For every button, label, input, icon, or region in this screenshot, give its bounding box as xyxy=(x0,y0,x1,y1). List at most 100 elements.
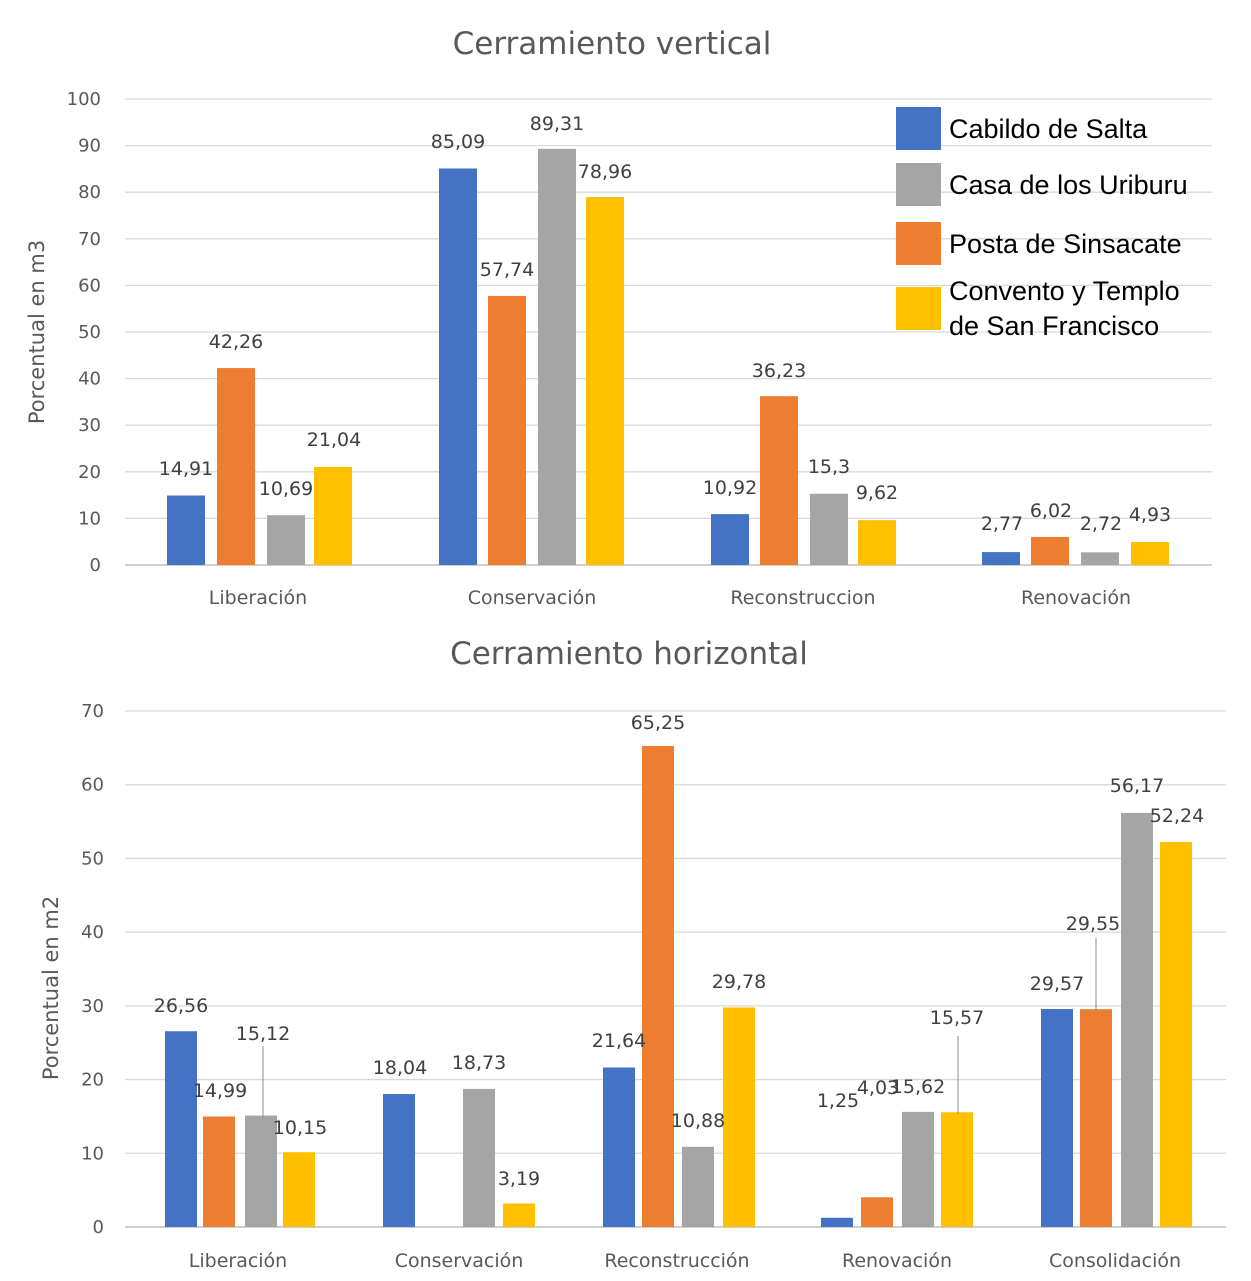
chart2-ytick-label-0: 0 xyxy=(93,1217,104,1238)
chart1-ytick-label-30: 30 xyxy=(78,415,101,436)
chart2-ytick-label-30: 30 xyxy=(81,996,104,1017)
chart2-data-label-convento-y-templo-de-san-francisco-liberacion: 10,15 xyxy=(273,1117,327,1139)
chart1-data-label-posta-de-sinsacate-liberacion: 42,26 xyxy=(209,331,263,353)
chart1-bar-posta-de-sinsacate-conservacion xyxy=(488,295,526,565)
chart1-ytick-label-40: 40 xyxy=(78,369,101,390)
chart2-bar-casa-de-los-uriburu-liberacion xyxy=(245,1115,277,1227)
legend-swatch-posta-de-sinsacate xyxy=(896,222,941,265)
chart1-data-label-convento-y-templo-de-san-francisco-renovacion: 4,93 xyxy=(1129,504,1171,526)
chart2-y-axis-title: Porcentual en m2 xyxy=(39,896,63,1080)
chart2-ytick-label-60: 60 xyxy=(81,775,104,796)
chart1-ytick-label-20: 20 xyxy=(78,462,101,483)
chart2-data-label-cabildo-de-salta-consolidacion: 29,57 xyxy=(1030,973,1084,995)
chart1-y-axis-title: Porcentual en m3 xyxy=(25,240,49,424)
chart1-data-label-casa-de-los-uriburu-reconstruccion: 15,3 xyxy=(808,456,850,478)
chart1-ytick-label-90: 90 xyxy=(78,136,101,157)
chart2-category-label-conservacion: Conservación xyxy=(395,1250,524,1272)
chart1-ytick-label-0: 0 xyxy=(90,555,101,576)
chart2-category-label-liberacion: Liberación xyxy=(189,1250,287,1272)
chart1-bar-convento-y-templo-de-san-francisco-reconstruccion xyxy=(858,520,896,565)
chart1-ytick-label-80: 80 xyxy=(78,182,101,203)
chart1-data-label-convento-y-templo-de-san-francisco-liberacion: 21,04 xyxy=(307,429,361,451)
chart2-bar-casa-de-los-uriburu-renovacion xyxy=(902,1111,934,1227)
chart2-bar-cabildo-de-salta-conservacion xyxy=(383,1094,415,1227)
legend-swatch-casa-de-los-uriburu xyxy=(896,163,941,206)
chart1-bar-convento-y-templo-de-san-francisco-liberacion xyxy=(314,466,352,565)
chart1-data-label-cabildo-de-salta-conservacion: 85,09 xyxy=(431,131,485,153)
chart1-data-label-cabildo-de-salta-renovacion: 2,77 xyxy=(981,513,1023,535)
chart2-data-label-convento-y-templo-de-san-francisco-conservacion: 3,19 xyxy=(498,1168,540,1190)
chart2-bar-posta-de-sinsacate-reconstruccion xyxy=(642,746,674,1227)
chart1-bar-casa-de-los-uriburu-conservacion xyxy=(538,148,576,565)
chart2-bar-convento-y-templo-de-san-francisco-renovacion xyxy=(941,1112,973,1227)
chart2-data-label-cabildo-de-salta-reconstruccion: 21,64 xyxy=(592,1030,646,1052)
chart2-bar-cabildo-de-salta-renovacion xyxy=(821,1217,853,1227)
chart2-bar-casa-de-los-uriburu-reconstruccion xyxy=(682,1146,714,1227)
chart2-data-label-casa-de-los-uriburu-renovacion: 15,62 xyxy=(891,1076,945,1098)
chart1-data-label-cabildo-de-salta-reconstruccion: 10,92 xyxy=(703,477,757,499)
legend-label-cabildo-de-salta: Cabildo de Salta xyxy=(949,114,1148,144)
legend-label-posta-de-sinsacate: Posta de Sinsacate xyxy=(949,229,1182,259)
chart2-data-label-posta-de-sinsacate-liberacion: 14,99 xyxy=(193,1080,247,1102)
chart1-data-label-posta-de-sinsacate-conservacion: 57,74 xyxy=(480,259,534,281)
chart1-bar-convento-y-templo-de-san-francisco-conservacion xyxy=(586,197,624,566)
chart2-data-label-cabildo-de-salta-liberacion: 26,56 xyxy=(154,995,208,1017)
chart1-data-label-convento-y-templo-de-san-francisco-reconstruccion: 9,62 xyxy=(856,482,898,504)
chart2-ytick-label-50: 50 xyxy=(81,848,104,869)
chart2-data-label-posta-de-sinsacate-renovacion: 4,03 xyxy=(857,1077,899,1099)
chart1-ytick-label-10: 10 xyxy=(78,508,101,529)
chart1-category-label-conservacion: Conservación xyxy=(468,587,597,609)
chart2-bar-casa-de-los-uriburu-consolidacion xyxy=(1121,812,1153,1227)
legend-swatch-cabildo-de-salta xyxy=(896,107,941,150)
chart2-bar-cabildo-de-salta-liberacion xyxy=(165,1031,197,1227)
chart1-ytick-label-50: 50 xyxy=(78,322,101,343)
chart2-data-label-casa-de-los-uriburu-liberacion: 15,12 xyxy=(236,1023,290,1045)
chart1-ytick-label-100: 100 xyxy=(67,89,101,110)
chart1-bar-casa-de-los-uriburu-reconstruccion xyxy=(810,493,848,565)
chart1-category-label-reconstruccion: Reconstruccion xyxy=(730,587,875,609)
chart2-bar-convento-y-templo-de-san-francisco-conservacion xyxy=(503,1203,535,1227)
chart2-bar-cabildo-de-salta-reconstruccion xyxy=(603,1067,635,1227)
chart1-ytick-label-70: 70 xyxy=(78,229,101,250)
chart2-category-label-renovacion: Renovación xyxy=(842,1250,952,1272)
chart1-data-label-posta-de-sinsacate-renovacion: 6,02 xyxy=(1030,500,1072,522)
chart2-ytick-label-70: 70 xyxy=(81,701,104,722)
chart2-ytick-label-10: 10 xyxy=(81,1143,104,1164)
chart2-bar-convento-y-templo-de-san-francisco-consolidacion xyxy=(1160,841,1192,1227)
chart2-category-label-reconstruccion: Reconstrucción xyxy=(604,1250,749,1272)
chart2-data-label-casa-de-los-uriburu-conservacion: 18,73 xyxy=(452,1052,506,1074)
legend-swatch-convento-y-templo-de-san-francisco xyxy=(896,287,941,330)
chart1-data-label-convento-y-templo-de-san-francisco-conservacion: 78,96 xyxy=(578,161,632,183)
chart1-data-label-casa-de-los-uriburu-renovacion: 2,72 xyxy=(1080,513,1122,535)
chart2-bar-convento-y-templo-de-san-francisco-liberacion xyxy=(283,1152,315,1227)
chart2-bar-casa-de-los-uriburu-conservacion xyxy=(463,1088,495,1227)
chart1-data-label-posta-de-sinsacate-reconstruccion: 36,23 xyxy=(752,360,806,382)
legend-label-convento-y-templo: Convento y Templo xyxy=(949,276,1180,306)
chart2-data-label-cabildo-de-salta-renovacion: 1,25 xyxy=(817,1090,859,1112)
chart2-data-label-convento-y-templo-de-san-francisco-consolidacion: 52,24 xyxy=(1150,805,1204,827)
chart2-bar-cabildo-de-salta-consolidacion xyxy=(1041,1009,1073,1227)
chart2-category-label-consolidacion: Consolidación xyxy=(1049,1250,1181,1272)
chart1-category-label-renovacion: Renovación xyxy=(1021,587,1131,609)
chart1-bar-casa-de-los-uriburu-liberacion xyxy=(267,515,305,565)
chart2-data-label-convento-y-templo-de-san-francisco-renovacion: 15,57 xyxy=(930,1007,984,1029)
chart2-bar-posta-de-sinsacate-consolidacion xyxy=(1080,1009,1112,1227)
chart2-data-label-convento-y-templo-de-san-francisco-reconstruccion: 29,78 xyxy=(712,971,766,993)
chart2-title: Cerramiento horizontal xyxy=(450,636,808,672)
chart1-bar-convento-y-templo-de-san-francisco-renovacion xyxy=(1131,542,1169,565)
chart1-title: Cerramiento vertical xyxy=(453,26,772,62)
chart1-bar-cabildo-de-salta-renovacion xyxy=(982,552,1020,565)
chart2-data-label-posta-de-sinsacate-consolidacion: 29,55 xyxy=(1066,913,1120,935)
chart1-bar-cabildo-de-salta-liberacion xyxy=(167,495,205,565)
legend-label-de-san-francisco: de San Francisco xyxy=(949,311,1159,341)
chart1-ytick-label-60: 60 xyxy=(78,275,101,296)
chart1-data-label-casa-de-los-uriburu-conservacion: 89,31 xyxy=(530,113,584,135)
chart2-ytick-label-20: 20 xyxy=(81,1070,104,1091)
chart2-bar-posta-de-sinsacate-liberacion xyxy=(203,1116,235,1227)
chart1-bar-posta-de-sinsacate-liberacion xyxy=(217,368,255,565)
chart1-bar-cabildo-de-salta-reconstruccion xyxy=(711,514,749,565)
chart2-data-label-casa-de-los-uriburu-consolidacion: 56,17 xyxy=(1110,775,1164,797)
chart2-bar-posta-de-sinsacate-renovacion xyxy=(861,1197,893,1227)
